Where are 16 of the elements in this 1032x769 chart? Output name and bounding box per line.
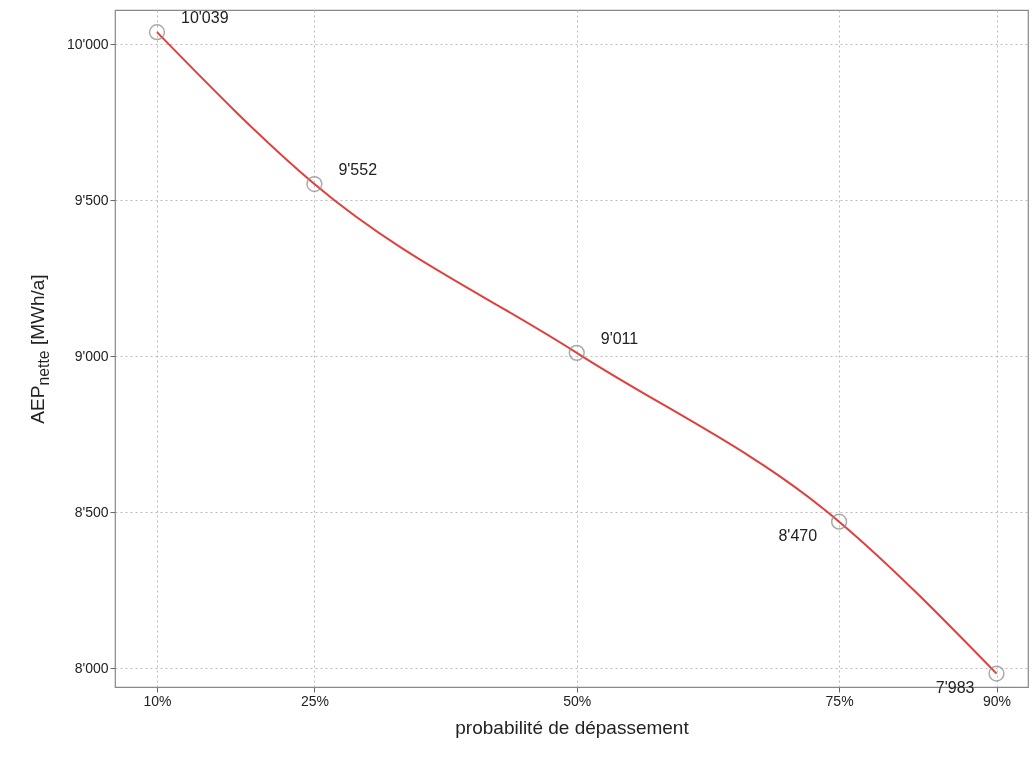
data-label: 7'983 — [935, 678, 975, 696]
x-tick-label: 25% — [300, 692, 329, 709]
y-tick-label: 10'000 — [66, 35, 109, 52]
data-label: 8'470 — [778, 526, 818, 544]
x-axis-title: probabilité de dépassement — [455, 716, 690, 738]
data-label: 9'552 — [338, 161, 378, 179]
x-tick-label: 75% — [825, 692, 854, 709]
data-label: 9'011 — [600, 329, 639, 347]
y-tick-label: 8'500 — [74, 503, 109, 520]
y-tick-label: 9'500 — [74, 191, 109, 208]
y-tick-label: 8'000 — [74, 659, 109, 676]
x-tick-label: 10% — [143, 692, 172, 709]
data-label: 10'039 — [180, 9, 229, 27]
x-tick-label: 90% — [983, 692, 1012, 709]
y-tick-label: 9'000 — [74, 347, 109, 364]
x-tick-label: 50% — [563, 692, 592, 709]
